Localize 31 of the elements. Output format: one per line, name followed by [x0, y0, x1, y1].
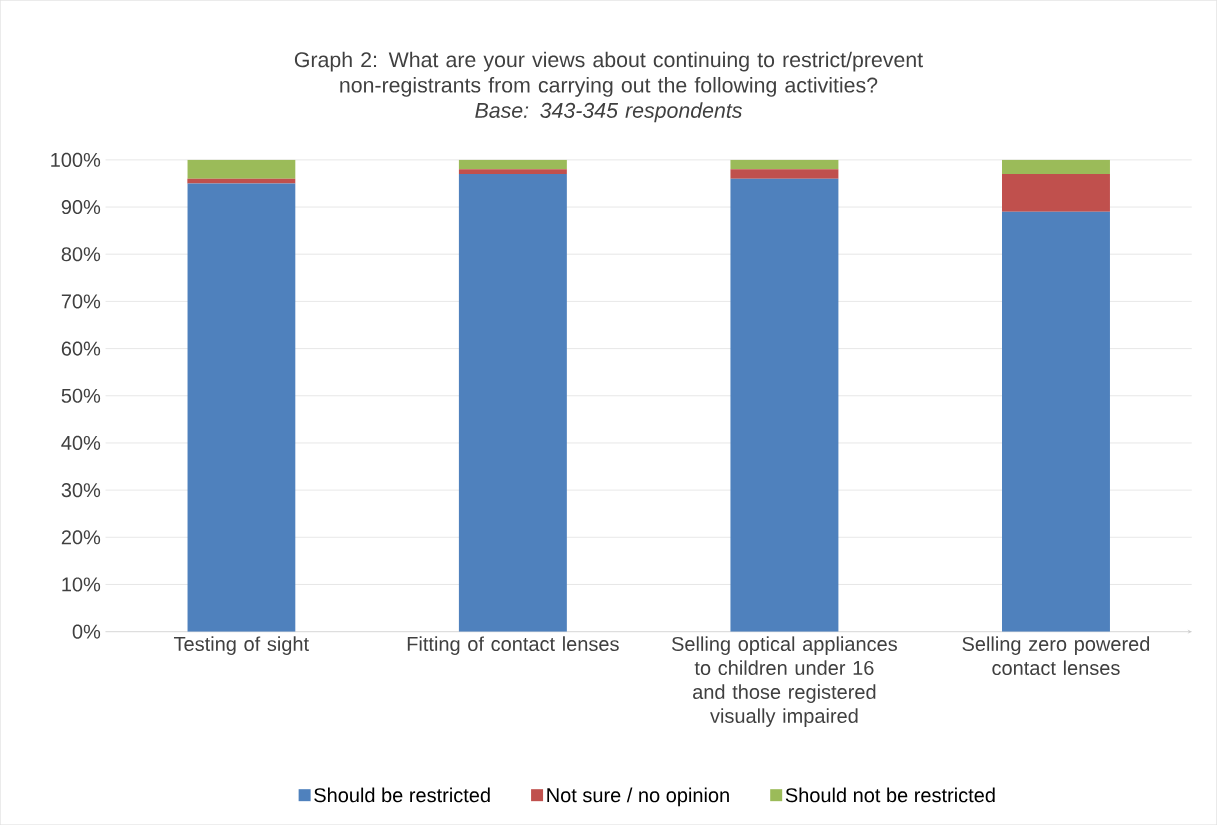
bar — [730, 159, 839, 170]
x-tick-label: Selling optical appliances to children under 16 and those registered visually impaired — [671, 636, 897, 727]
y-tick-label: 60% — [61, 341, 101, 356]
legend-label: Should be restricted — [314, 787, 490, 803]
y-tick-label: 20% — [61, 530, 101, 545]
bar — [730, 178, 839, 632]
y-tick-label: 70% — [61, 294, 101, 309]
y-tick-label: 100% — [51, 152, 101, 167]
bar — [1002, 211, 1110, 632]
y-tick-label: 10% — [62, 577, 101, 592]
y-tick-label: 80% — [61, 247, 101, 262]
x-tick-label: Selling zero powered contact lenses — [962, 636, 1150, 675]
bar — [1002, 159, 1110, 174]
legend-label: Should not be restricted — [785, 787, 995, 803]
bar — [187, 159, 296, 179]
x-tick-label: Testing of sight — [173, 636, 309, 655]
bar — [458, 159, 567, 170]
bar — [1002, 173, 1110, 212]
chart-title: Graph 2: What are your views about continuing to restrict/prevent non-registrants from carrying out the following activities? — [294, 51, 923, 97]
bar — [730, 169, 839, 179]
y-tick-label: 90% — [61, 199, 101, 215]
y-tick-label: 30% — [61, 482, 101, 498]
bar — [458, 169, 567, 174]
bar — [458, 173, 567, 632]
y-tick-label: 0% — [72, 624, 101, 639]
y-tick-label: 50% — [61, 388, 101, 403]
y-tick-label: 40% — [61, 435, 101, 450]
bar — [187, 183, 296, 632]
x-tick-label: Fitting of contact lenses — [407, 636, 619, 655]
legend-label: Not sure / no opinion — [547, 787, 729, 807]
chart-subtitle: Base: 343-345 respondents — [475, 102, 742, 123]
